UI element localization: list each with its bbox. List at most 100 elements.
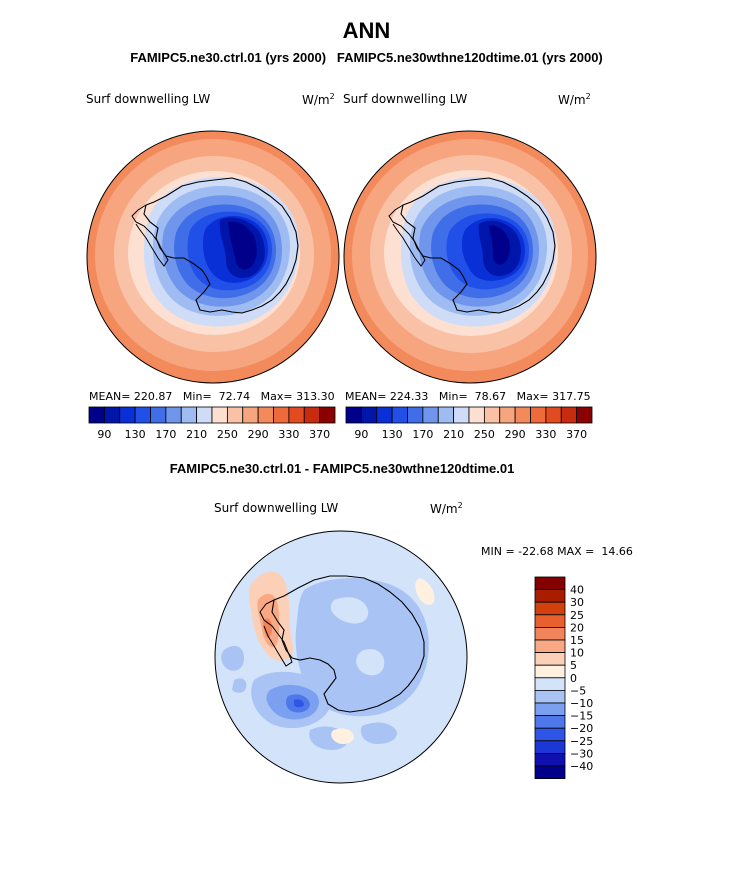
diff-colorbar-swatch — [534, 727, 566, 742]
diff-colorbar-tick-label: −10 — [570, 697, 593, 710]
panel1-colorbar-swatch — [103, 406, 121, 424]
diff-colorbar-swatch — [534, 589, 566, 603]
panel1-units: W/m2 — [302, 92, 335, 107]
case-subtitle: FAMIPC5.ne30.ctrl.01 (yrs 2000) FAMIPC5.… — [130, 50, 603, 65]
panel2-units-exp: 2 — [585, 92, 591, 101]
panel1-mean-value: 220.87 — [133, 390, 173, 403]
panel2-colorbar-swatch — [499, 406, 516, 424]
panel2-units-base: W/m — [558, 93, 586, 107]
panel2-stats: MEAN= 224.33 Min= 78.67 Max= 317.75 — [345, 390, 591, 403]
panel2-colorbar-swatch — [437, 406, 455, 424]
diff-coastline — [271, 575, 425, 713]
diff-colorbar-tick-label: −5 — [570, 684, 586, 697]
panel1-colorbar-swatch — [288, 406, 305, 424]
panel2-units: W/m2 — [558, 92, 591, 107]
diff-units-base: W/m — [430, 502, 458, 516]
panel2-colorbar-swatch — [560, 406, 578, 424]
diff-contour-fill — [215, 531, 467, 783]
diff-colorbar-swatch — [534, 690, 566, 704]
panel1-min-label: Min= — [182, 390, 212, 403]
diff-colorbar-swatch — [534, 702, 566, 717]
panel1-colorbar-swatch — [88, 406, 105, 424]
diff-colorbar-tick-label: 40 — [570, 584, 584, 597]
diff-colorbar-tick-label: 25 — [570, 609, 584, 622]
diff-colorbar-swatch — [534, 740, 566, 754]
panel1-colorbar-tick-label: 330 — [278, 428, 299, 441]
panel2-polar-map — [343, 130, 597, 384]
diff-colorbar-swatch — [534, 752, 566, 767]
diff-units: W/m2 — [430, 501, 463, 516]
diff-peninsula — [259, 599, 293, 667]
diff-colorbar-swatch — [534, 627, 566, 641]
diff-colorbar-swatch — [534, 639, 566, 654]
panel2-contour-fill — [344, 131, 596, 383]
diff-colorbar-swatch — [534, 715, 566, 729]
panel2-colorbar-tick-label: 130 — [382, 428, 403, 441]
diff-colorbar-tick-label: 10 — [570, 647, 584, 660]
panel1-min-value: 72.74 — [218, 390, 251, 403]
panel1-colorbar-swatch — [257, 406, 274, 424]
panel2-colorbar-tick-label: 290 — [505, 428, 526, 441]
panel1-max-value: 313.30 — [296, 390, 335, 403]
panel2-mean-value: 224.33 — [389, 390, 429, 403]
diff-colorbar-tick-label: −40 — [570, 760, 593, 773]
panel2-mean-label: MEAN= — [345, 390, 387, 403]
panel1-colorbar-swatch — [134, 406, 151, 424]
panel1-polar-map — [86, 130, 340, 384]
panel1-colorbar-swatch — [119, 406, 136, 424]
panel1-colorbar-tick-label: 210 — [186, 428, 207, 441]
diff-colorbar-swatch — [534, 677, 566, 691]
diff-colorbar-tick-label: −15 — [570, 710, 593, 723]
panel1-coastline — [143, 177, 299, 314]
panel1-colorbar-swatch — [196, 406, 213, 424]
panel2-colorbar: 90 130 170 210 250 290 330 370 — [345, 406, 593, 441]
panel2-colorbar-swatch — [376, 406, 393, 424]
panel1-colorbar-tick-label: 90 — [97, 428, 111, 441]
panel2-colorbar-tick-label: 210 — [443, 428, 464, 441]
panel2-colorbar-swatch — [360, 406, 378, 424]
panel1-colorbar-tick-label: 250 — [217, 428, 238, 441]
diff-colorbar-tick-label: −20 — [570, 722, 593, 735]
panel1-colorbar-swatch — [150, 406, 167, 424]
panel1-colorbar-swatch — [273, 406, 290, 424]
panel1-colorbar-swatch — [303, 406, 321, 424]
panel1-colorbar-swatch — [242, 406, 259, 424]
panel2-colorbar-tick-label: 170 — [412, 428, 433, 441]
diff-colorbar-tick-label: 20 — [570, 621, 584, 634]
panel1-map-border — [86, 130, 340, 384]
panel1-colorbar-tick-label: 170 — [155, 428, 176, 441]
diff-colorbar-swatch — [534, 614, 566, 628]
panel2-colorbar-swatch — [407, 406, 424, 424]
panel2-peninsula — [388, 204, 426, 267]
panel2-colorbar-swatch — [468, 406, 485, 424]
panel2-colorbar-swatch — [530, 406, 547, 424]
panel2-colorbar-tick-label: 90 — [354, 428, 368, 441]
panel2-min-label: Min= — [438, 390, 468, 403]
panel2-max-value: 317.75 — [552, 390, 591, 403]
panel1-max-label: Max= — [260, 390, 293, 403]
diff-colorbar-tick-label: −30 — [570, 747, 593, 760]
diff-stats: MIN = -22.68 MAX = 14.66 — [481, 545, 633, 558]
diff-title: FAMIPC5.ne30.ctrl.01 - FAMIPC5.ne30wthne… — [169, 461, 515, 476]
panel1-units-base: W/m — [302, 93, 330, 107]
panel1-mean-label: MEAN= — [89, 390, 131, 403]
panel2-colorbar-swatch — [576, 406, 593, 424]
diff-colorbar-tick-label: 0 — [570, 672, 577, 685]
panel2-colorbar-tick-label: 370 — [566, 428, 587, 441]
panel1-colorbar-swatch — [319, 406, 336, 424]
diff-units-exp: 2 — [457, 501, 463, 510]
diff-colorbar-swatch — [534, 601, 566, 616]
panel2-colorbar-swatch — [514, 406, 531, 424]
panel1-peninsula — [131, 204, 169, 267]
diff-colorbar-swatch — [534, 576, 566, 591]
panel1-colorbar-swatch — [226, 406, 244, 424]
diff-colorbar-swatch — [534, 652, 566, 666]
panel1-stats: MEAN= 220.87 Min= 72.74 Max= 313.30 — [89, 390, 335, 403]
panel2-colorbar-tick-label: 330 — [535, 428, 556, 441]
panel2-colorbar-swatch — [391, 406, 408, 424]
panel1-colorbar: 90 130 170 210 250 290 330 370 — [88, 406, 336, 441]
panel1-colorbar-tick-label: 290 — [248, 428, 269, 441]
panel2-colorbar-swatch — [483, 406, 501, 424]
panel1-colorbar-swatch — [211, 406, 228, 424]
